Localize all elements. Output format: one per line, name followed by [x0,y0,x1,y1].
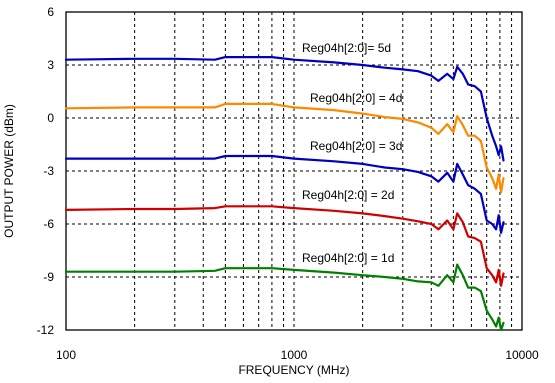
tick-labels: 100 1000 10000 -12 -9 -6 -3 0 3 6 [37,5,539,362]
series-line-5 [64,263,505,332]
y-tick-label: -9 [43,270,54,284]
series-layer [64,55,505,332]
y-tick-label: 3 [47,58,54,72]
series-label-5: Reg04h[2:0] = 1d [302,251,394,265]
y-axis-title: OUTPUT POWER (dBm) [2,104,16,238]
series-labels: Reg04h[2:0]= 5d Reg04h[2:0] = 4d Reg04h[2:… [302,41,402,265]
y-tick-label: -12 [37,323,55,337]
y-tick-label: -3 [43,164,54,178]
series-line-4 [64,205,505,287]
series-label-4: Reg04h[2:0] = 2d [302,188,394,202]
y-tick-label: 0 [47,111,54,125]
series-label-1: Reg04h[2:0]= 5d [302,41,391,55]
series-label-2: Reg04h[2:0] = 4d [310,91,402,105]
series-line-2 [64,102,505,194]
x-tick-label: 1000 [281,348,308,362]
y-tick-label: -6 [43,217,54,231]
series-label-3: Reg04h[2:0] = 3d [310,139,402,153]
plot-frame [65,11,523,331]
series-line-1 [64,55,505,162]
y-tick-label: 6 [47,5,54,19]
x-axis-title: FREQUENCY (MHz) [238,363,349,377]
x-tick-label: 10000 [505,348,539,362]
series-line-3 [64,154,505,234]
x-tick-label: 100 [56,348,76,362]
